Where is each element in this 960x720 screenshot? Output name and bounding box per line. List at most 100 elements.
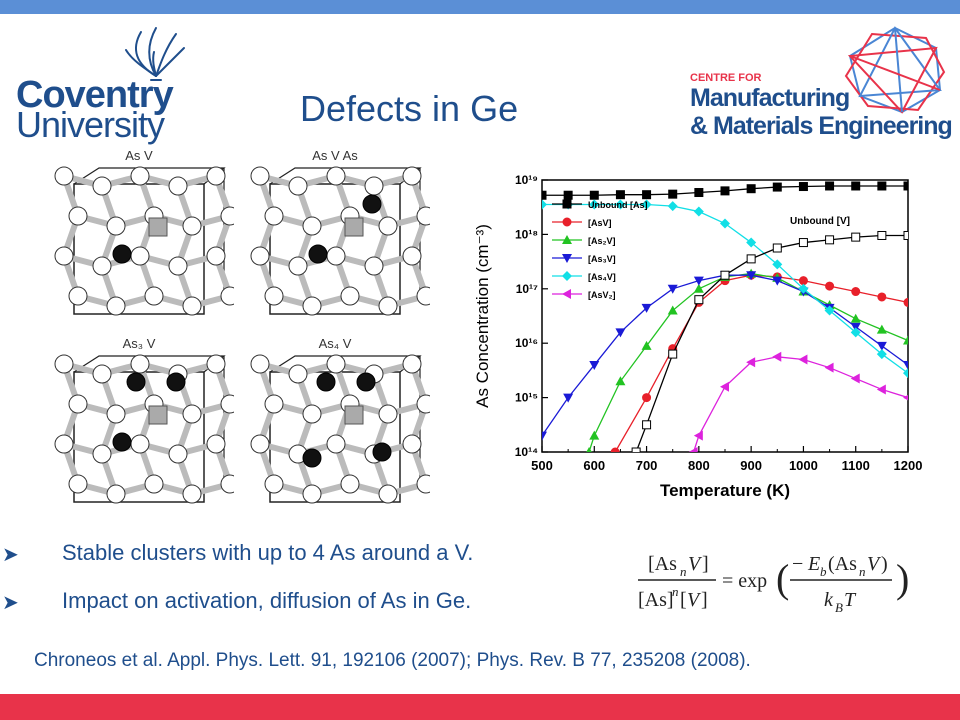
ge-atom [106, 296, 126, 316]
data-point [642, 393, 652, 403]
data-point [563, 190, 573, 200]
as-atom [316, 372, 336, 392]
university-name-line1: Coventry [16, 74, 174, 116]
ge-atom [68, 286, 88, 306]
ge-atom [288, 256, 308, 276]
lattice-diagram [54, 166, 234, 316]
ge-atom [326, 434, 346, 454]
arrow-bullet-icon: ➤ [2, 544, 19, 566]
x-tick-label: 900 [740, 458, 762, 473]
centre-for-label: CENTRE FOR [690, 72, 762, 84]
ge-atom [220, 206, 234, 226]
ge-atom [168, 444, 188, 464]
data-point [903, 297, 908, 307]
ge-atom [340, 474, 360, 494]
series-5 [688, 351, 908, 452]
top-bar [0, 0, 960, 14]
y-tick-label: 10¹⁵ [515, 391, 538, 405]
data-point [615, 199, 626, 210]
data-point [825, 281, 835, 291]
series-1 [610, 270, 908, 452]
data-point [542, 431, 547, 441]
x-tick-label: 1200 [894, 458, 923, 473]
data-point [667, 201, 678, 212]
ge-atom [250, 166, 270, 186]
data-point [668, 349, 678, 359]
ge-atom [302, 404, 322, 424]
data-point [877, 292, 887, 302]
y-axis-label: As Concentration (cm⁻³) [473, 224, 492, 408]
legend-marker [562, 235, 572, 244]
series-line [693, 356, 908, 452]
ge-atom [68, 206, 88, 226]
ge-atom [364, 256, 384, 276]
legend-label: [AsV] [588, 218, 612, 228]
ge-atom [54, 246, 74, 266]
data-point [798, 354, 808, 365]
ge-atom [182, 484, 202, 504]
data-point [798, 238, 808, 248]
ge-atom [106, 216, 126, 236]
svg-text:k: k [824, 589, 834, 611]
x-tick-label: 500 [531, 458, 553, 473]
structure-label: As V [125, 148, 153, 163]
centre-name-line1: Manufacturing [690, 84, 850, 112]
ge-atom [340, 286, 360, 306]
data-point [563, 393, 574, 403]
ge-atom [250, 246, 270, 266]
svg-text:(As: (As [828, 553, 857, 575]
data-point [825, 235, 835, 245]
as-atom [126, 372, 146, 392]
ge-atom [206, 434, 226, 454]
data-point [746, 237, 757, 248]
data-point [586, 447, 592, 452]
as-atom [308, 244, 328, 264]
svg-text:E: E [807, 553, 820, 575]
series-line [614, 274, 908, 452]
legend-marker [562, 254, 572, 263]
as-atom [356, 372, 376, 392]
legend-marker [562, 217, 572, 227]
data-point [589, 190, 599, 200]
ge-atom [92, 364, 112, 384]
annotation-unbound-v: Unbound [V] [790, 216, 850, 227]
ge-atom [288, 176, 308, 196]
as-atom [362, 194, 382, 214]
data-point [903, 368, 908, 379]
data-point [877, 230, 887, 240]
legend-label: [AsV₂] [588, 290, 616, 300]
data-point [877, 181, 887, 191]
data-point [615, 376, 626, 386]
structure-as-v-as: As V As [240, 148, 430, 323]
data-point [693, 430, 703, 441]
ge-atom [168, 256, 188, 276]
svg-text:[As: [As [648, 553, 677, 575]
svg-text:): ) [881, 553, 888, 575]
svg-text:): ) [896, 556, 909, 601]
x-tick-label: 1100 [842, 458, 870, 473]
bullet-text-2: Impact on activation, diffusion of As in… [62, 588, 472, 613]
vacancy-site [148, 405, 168, 425]
legend-label: [As₃V] [588, 254, 616, 264]
x-tick-label: 800 [688, 458, 710, 473]
ge-atom [54, 166, 74, 186]
data-point [589, 360, 600, 370]
data-point [589, 199, 600, 210]
data-point [641, 340, 652, 350]
legend: Unbound [As] [AsV] [As₂V] [As₃V] [As₄V] [AsV₂… [552, 199, 647, 300]
ge-atom [416, 394, 430, 414]
data-point [746, 184, 756, 194]
ge-atom [264, 474, 284, 494]
data-point [772, 351, 782, 362]
ge-atom [144, 474, 164, 494]
data-point [631, 447, 641, 452]
data-point [746, 357, 756, 368]
data-point [667, 284, 678, 294]
data-point [798, 283, 809, 294]
y-tick-label: 10¹⁷ [516, 282, 538, 296]
data-point [641, 199, 652, 210]
vacancy-site [344, 217, 364, 237]
ge-atom [250, 434, 270, 454]
star-polygon-icon [844, 26, 946, 114]
svg-text:T: T [844, 589, 857, 611]
